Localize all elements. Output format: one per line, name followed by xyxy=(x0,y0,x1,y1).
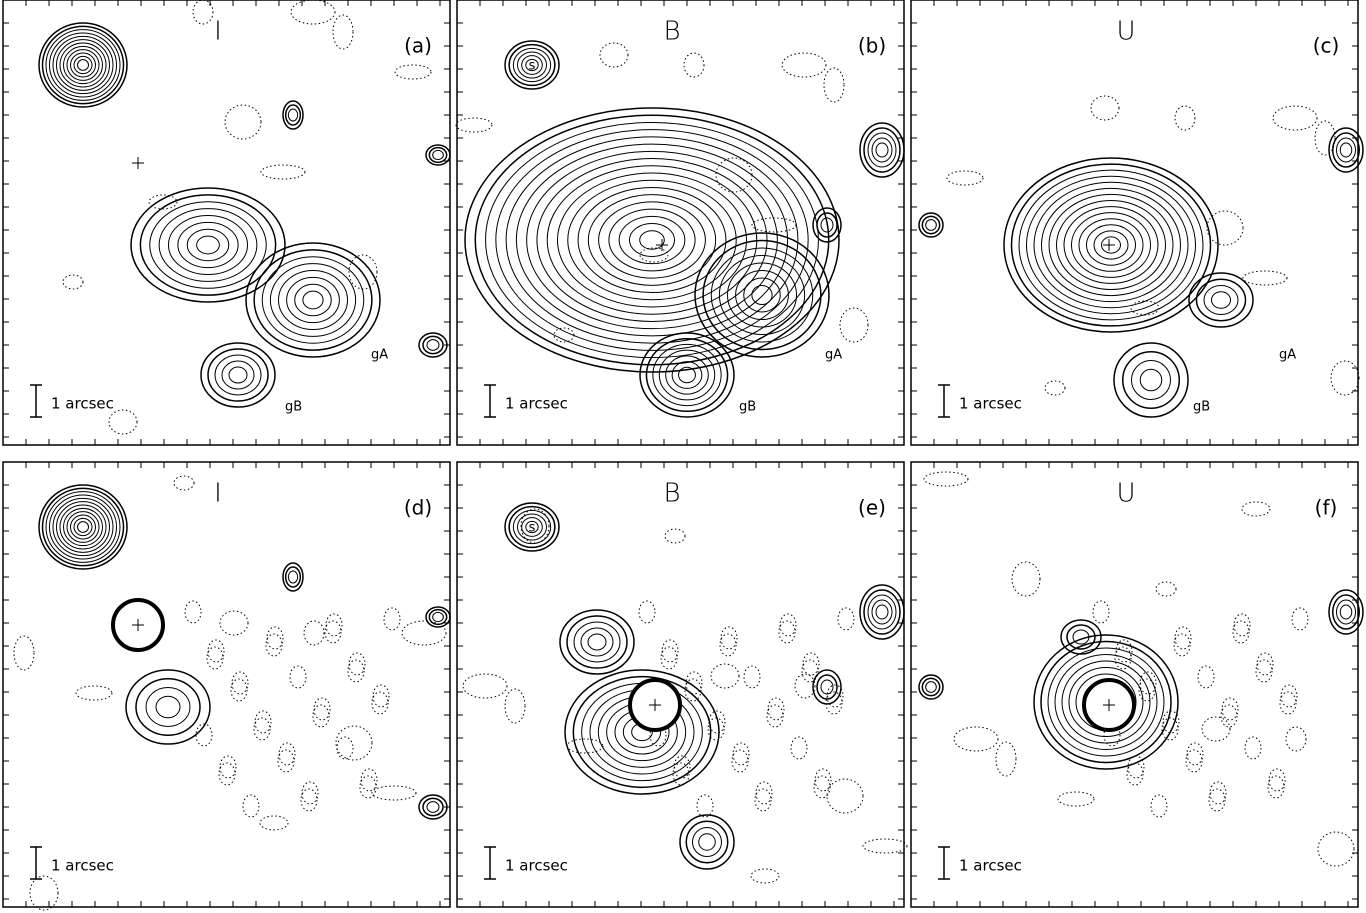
galaxy-label: gA xyxy=(371,348,388,363)
panel: U (f) 1 arcsec xyxy=(911,462,1363,907)
band-label: U xyxy=(1116,479,1135,509)
galaxy-label: gB xyxy=(739,400,756,415)
panel: U (c) 1 arcsec gA gB xyxy=(911,0,1363,445)
panel-label: (a) xyxy=(404,34,432,58)
figure: I (a) 1 arcsec gA gB B (b) 1 arcsec gA gB s U (c) 1 a… xyxy=(0,0,1366,913)
panel-label: (c) xyxy=(1313,34,1340,58)
panel-frame xyxy=(911,462,1358,907)
scale-label: 1 arcsec xyxy=(51,395,114,413)
band-label: I xyxy=(214,479,222,509)
panel-label: (b) xyxy=(858,34,886,58)
panel: I (a) 1 arcsec gA gB xyxy=(3,0,450,445)
panel-label: (e) xyxy=(858,496,886,520)
galaxy-label: gB xyxy=(285,400,302,415)
band-label: B xyxy=(663,479,680,509)
scale-label: 1 arcsec xyxy=(959,857,1022,875)
panel-label: (f) xyxy=(1315,496,1338,520)
band-label: U xyxy=(1116,17,1135,47)
panel-label: (d) xyxy=(404,496,432,520)
panel-frame xyxy=(911,0,1358,445)
scale-label: 1 arcsec xyxy=(959,395,1022,413)
panel: B (b) 1 arcsec gA gB s xyxy=(456,0,904,445)
panel-frame xyxy=(3,0,450,445)
galaxy-label: gA xyxy=(825,348,842,363)
panel: B (e) 1 arcsec s xyxy=(457,462,907,907)
galaxy-label: gA xyxy=(1279,348,1296,363)
band-label: I xyxy=(214,17,222,47)
galaxy-label: gB xyxy=(1193,400,1210,415)
scale-label: 1 arcsec xyxy=(505,395,568,413)
scale-label: 1 arcsec xyxy=(505,857,568,875)
star-label: s xyxy=(529,59,536,74)
band-label: B xyxy=(663,17,680,47)
panel-frame xyxy=(3,462,450,907)
scale-label: 1 arcsec xyxy=(51,857,114,875)
star-label: s xyxy=(529,521,536,536)
panel: I (d) 1 arcsec xyxy=(3,462,450,910)
